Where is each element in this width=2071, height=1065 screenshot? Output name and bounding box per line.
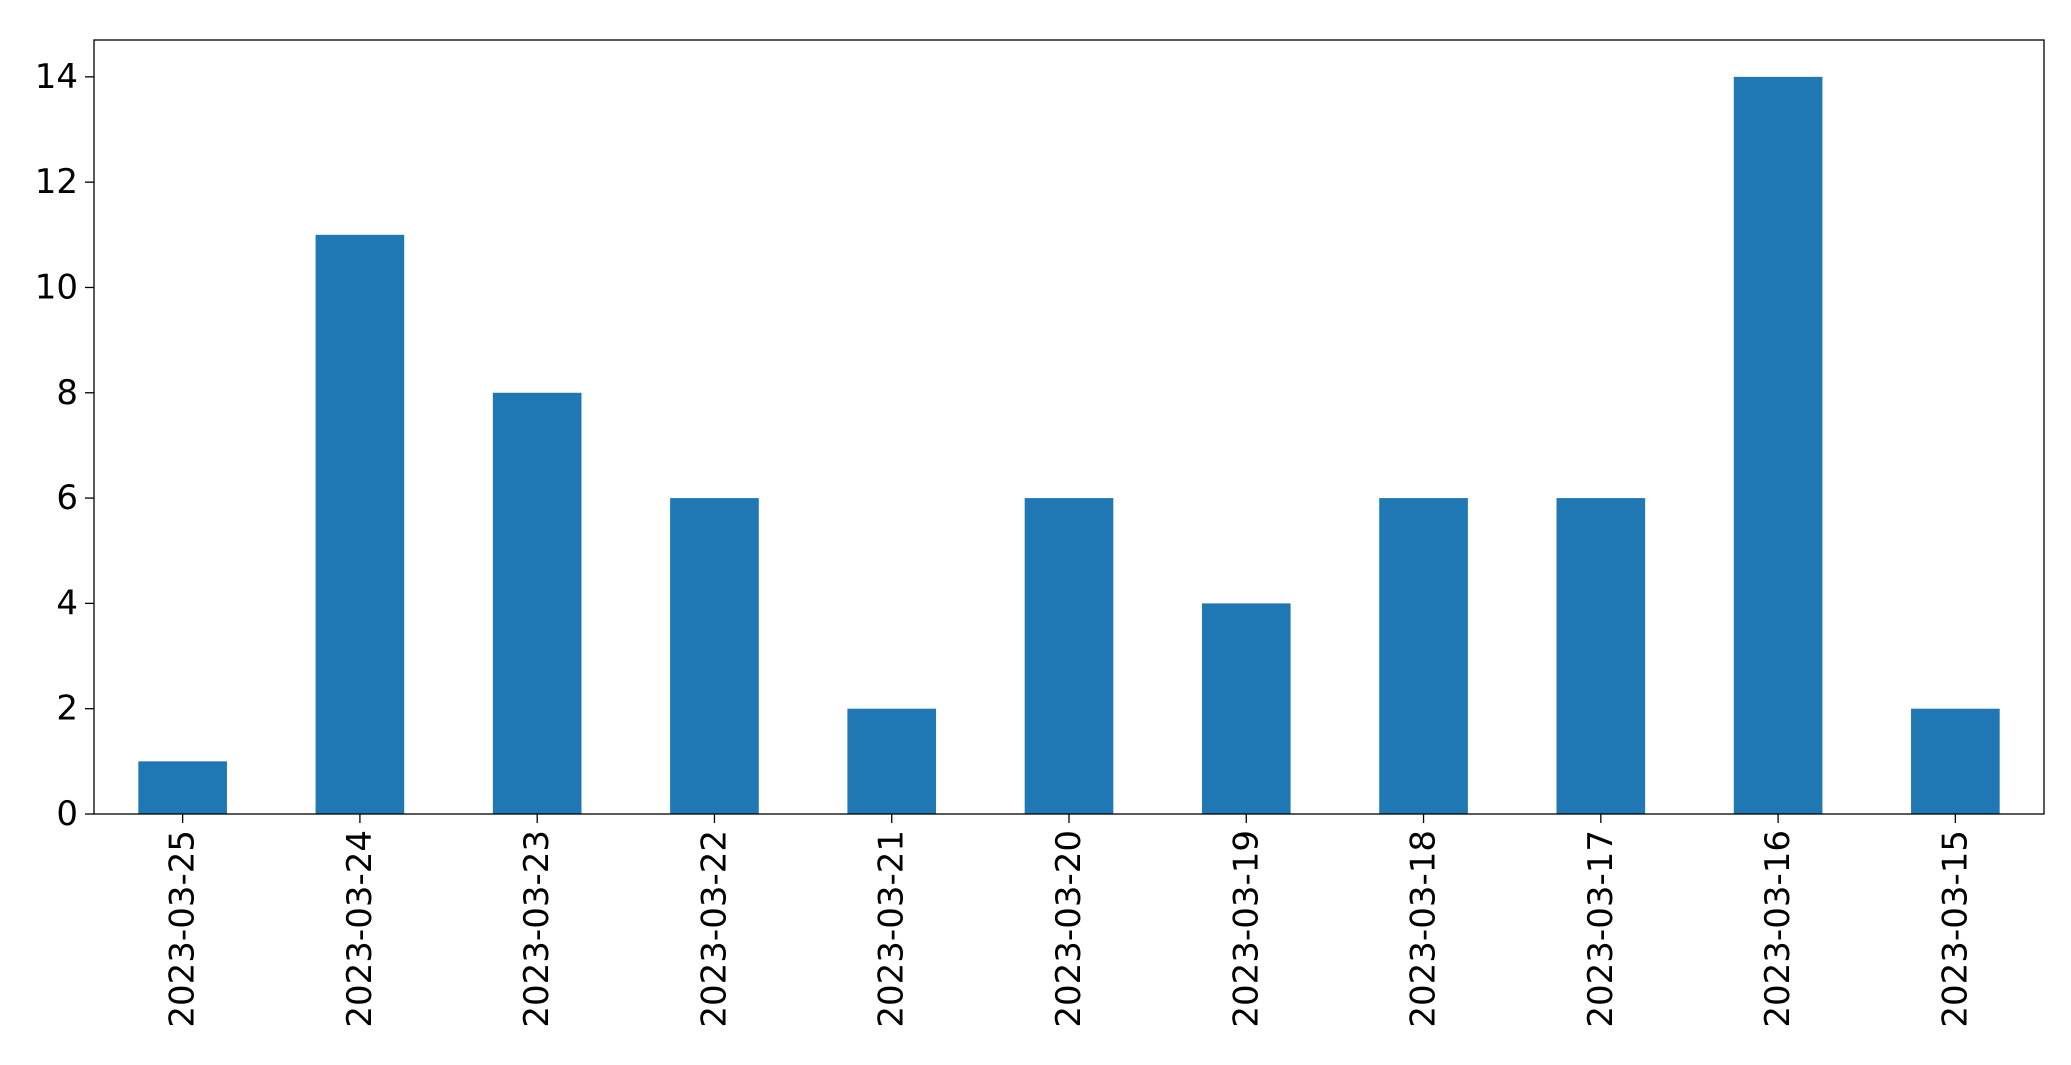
bar-2023-03-24: [315, 234, 405, 814]
y-tick-label: 6: [56, 478, 78, 518]
y-tick-label: 4: [56, 583, 78, 623]
bar-2023-03-17: [1556, 498, 1646, 814]
bar-2023-03-25: [138, 761, 227, 814]
bar-2023-03-22: [670, 498, 759, 814]
bar-2023-03-16: [1733, 76, 1823, 815]
x-tick-label: 2023-03-15: [1935, 830, 1975, 1028]
y-tick-label: 8: [56, 373, 78, 413]
y-axis: 0 2 4 6 8 10 12 14: [35, 57, 94, 834]
x-tick-label: 2023-03-16: [1758, 830, 1798, 1028]
x-tick-label: 2023-03-25: [163, 830, 203, 1028]
bar-2023-03-21: [847, 708, 937, 814]
bar-2023-03-20: [1024, 498, 1114, 814]
y-tick-label: 10: [35, 267, 78, 307]
x-tick-label: 2023-03-23: [517, 830, 557, 1028]
plot-area-frame: [93, 39, 2045, 815]
x-tick-label: 2023-03-24: [340, 830, 380, 1028]
x-axis: 2023-03-25 2023-03-24 2023-03-23 2023-03-22…: [163, 814, 1975, 1028]
bars: [138, 76, 2000, 815]
bar-2023-03-18: [1379, 498, 1468, 814]
x-tick-label: 2023-03-18: [1404, 830, 1444, 1028]
x-tick-label: 2023-03-19: [1226, 830, 1266, 1028]
y-tick-label: 2: [56, 689, 78, 729]
bar-2023-03-15: [1911, 708, 2000, 814]
bar-2023-03-23: [492, 392, 582, 814]
y-tick-label: 0: [56, 794, 78, 834]
y-tick-label: 12: [35, 162, 78, 202]
y-tick-label: 14: [35, 57, 78, 97]
x-tick-label: 2023-03-22: [694, 830, 734, 1028]
x-tick-label: 2023-03-21: [872, 830, 912, 1028]
bar-2023-03-19: [1201, 603, 1291, 814]
x-tick-label: 2023-03-17: [1581, 830, 1621, 1028]
x-tick-label: 2023-03-20: [1049, 830, 1089, 1028]
